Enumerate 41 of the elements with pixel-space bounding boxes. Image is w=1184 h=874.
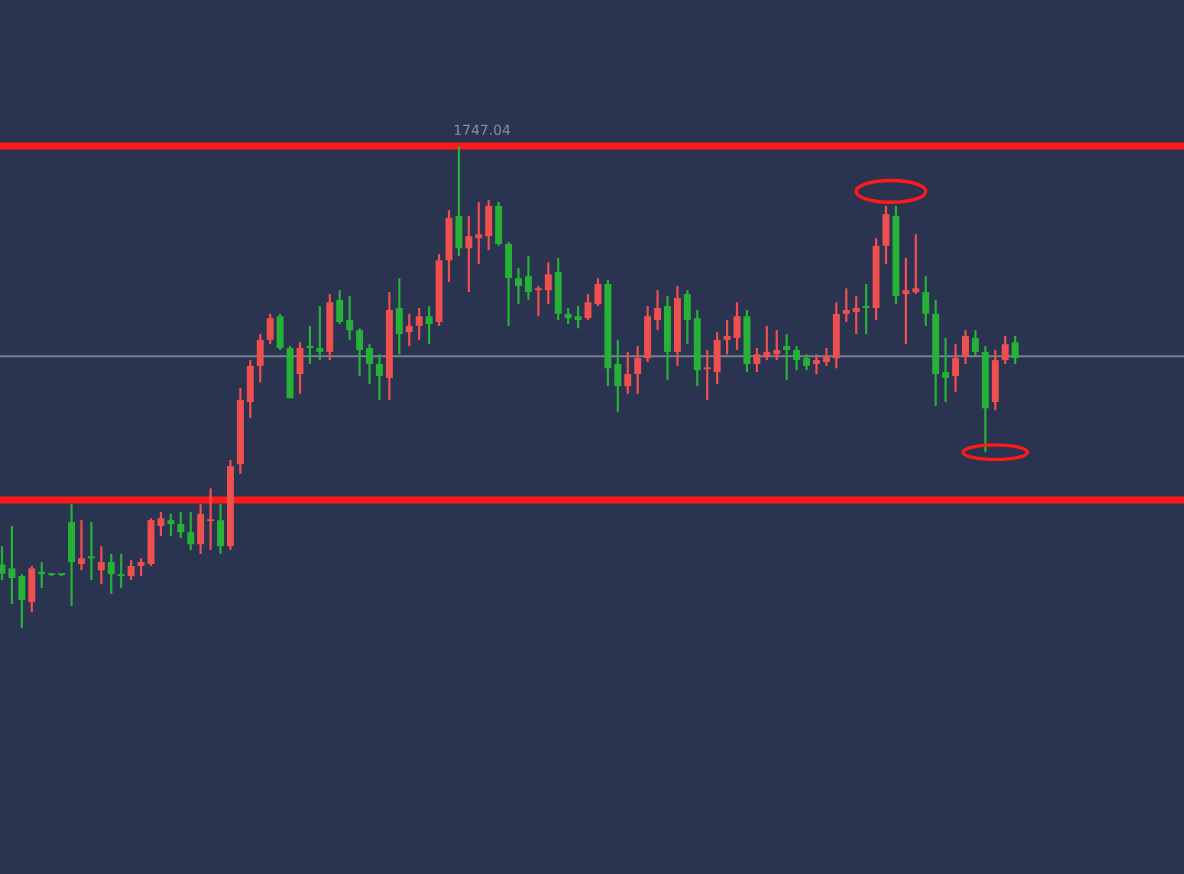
candlestick <box>395 277 403 356</box>
candlestick <box>266 312 274 346</box>
candlestick <box>415 306 423 341</box>
candlestick <box>783 332 791 381</box>
candlestick <box>68 503 75 608</box>
candlestick <box>495 200 503 247</box>
candlestick <box>87 520 95 582</box>
candlestick <box>177 510 185 540</box>
candlestick <box>455 144 463 258</box>
candlestick <box>316 305 324 362</box>
candlestick <box>862 282 870 336</box>
candlestick <box>991 348 999 412</box>
candlestick <box>1011 334 1019 366</box>
candlestick <box>375 353 383 402</box>
candlestick <box>743 308 751 374</box>
candlestick <box>554 256 562 322</box>
candlestick <box>187 510 195 552</box>
candlestick <box>971 329 979 358</box>
candlestick <box>922 275 930 327</box>
candlestick <box>634 345 642 395</box>
candlestick <box>306 324 314 366</box>
candlestick <box>624 350 632 395</box>
candlestick <box>962 329 969 366</box>
candlestick <box>217 503 224 556</box>
candlestick <box>28 564 36 614</box>
candlestick <box>505 240 513 327</box>
candlestick <box>107 552 115 596</box>
candlestick <box>425 305 433 346</box>
candlestick <box>664 294 671 381</box>
candlestick <box>405 312 413 348</box>
candlestick <box>127 559 135 582</box>
candlestick <box>167 512 175 538</box>
candlestick <box>97 545 105 586</box>
candlestick <box>256 332 264 384</box>
candlestick <box>276 312 284 352</box>
candlestick <box>77 519 85 572</box>
candlestick <box>1001 334 1009 366</box>
candlestick <box>117 552 125 590</box>
candlestick <box>445 209 453 284</box>
candlestick <box>296 341 304 395</box>
candlestick <box>952 343 960 394</box>
